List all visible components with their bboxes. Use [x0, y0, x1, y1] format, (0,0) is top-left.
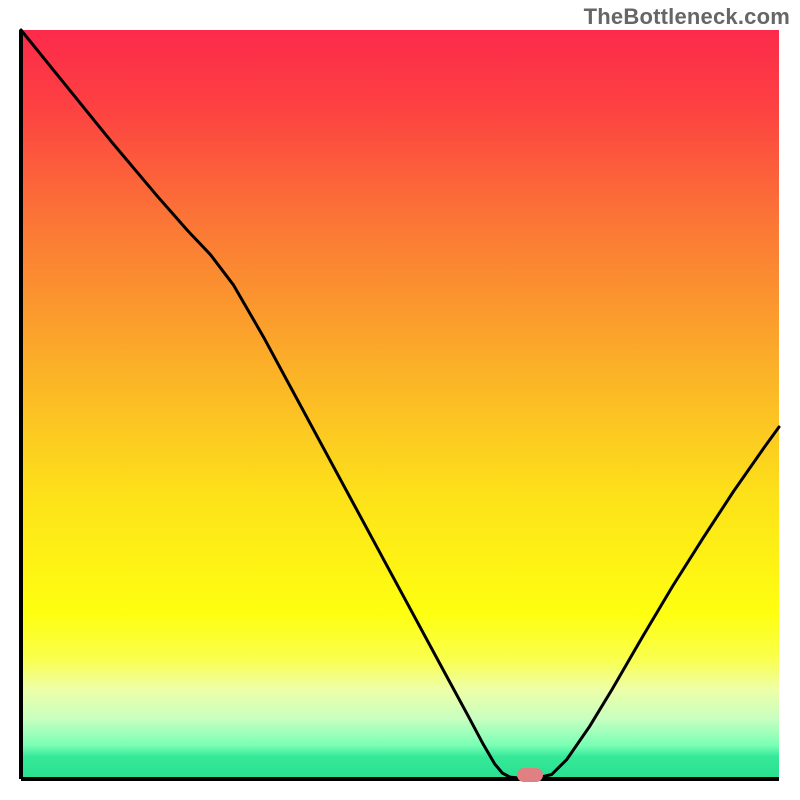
bottleneck-curve	[21, 30, 779, 778]
axis-group	[21, 30, 779, 779]
chart-svg	[0, 0, 800, 800]
chart-container: TheBottleneck.com	[0, 0, 800, 800]
optimal-marker	[517, 768, 543, 782]
